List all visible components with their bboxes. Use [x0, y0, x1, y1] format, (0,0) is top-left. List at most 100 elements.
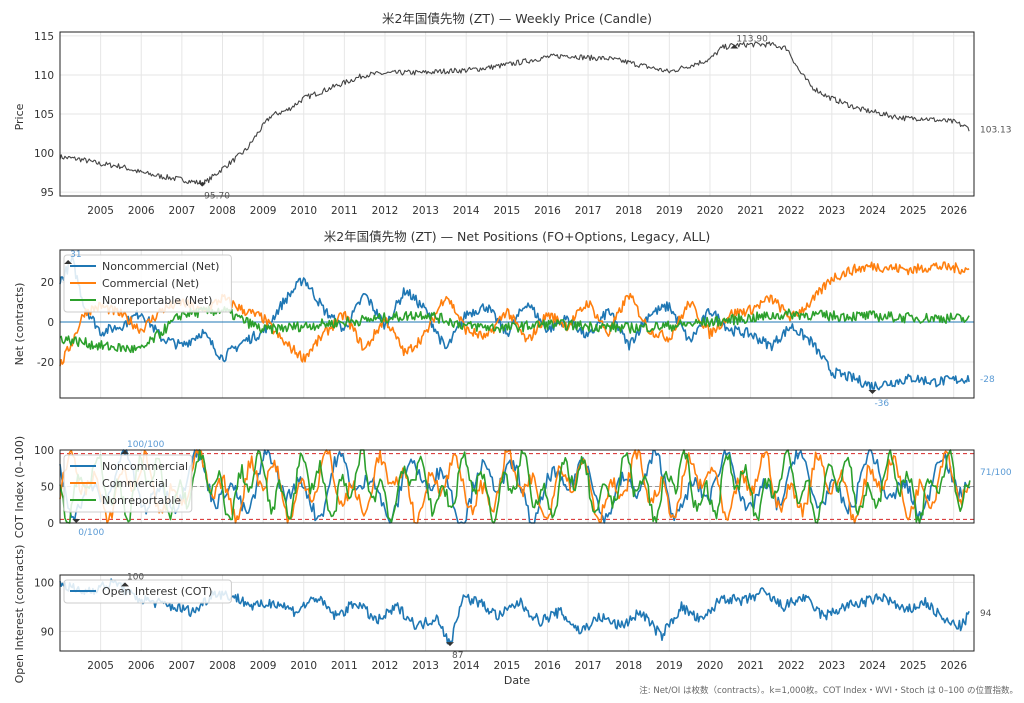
- legend-label: Noncommercial: [102, 460, 188, 473]
- series-line: [59, 305, 970, 354]
- extreme-marker: [72, 519, 81, 523]
- x-tick-label: 2008: [209, 205, 236, 217]
- extreme-value-label: -36: [874, 399, 889, 409]
- legend-box: [63, 454, 193, 513]
- net-ylabel: Net (contracts): [13, 283, 26, 366]
- extreme-marker: [730, 44, 739, 49]
- plot-layer: 95 100 105 110 115 2005 2006 2007 2008 2009 2010 20…: [34, 31, 1012, 672]
- axes-frame: [59, 249, 975, 399]
- legend-label: Commercial (Net): [102, 277, 199, 290]
- extreme-value-label: 0/100: [78, 528, 104, 538]
- legend-label: Nonreportable (Net): [102, 294, 212, 307]
- series-line: [59, 449, 971, 524]
- axes-frame: [59, 449, 975, 524]
- series-line: [59, 449, 971, 524]
- x-tick-label: 2007: [168, 660, 195, 672]
- extreme-marker: [120, 450, 129, 454]
- x-tick-label: 2015: [493, 205, 520, 217]
- price-panel-title: 米2年国債先物 (ZT) — Weekly Price (Candle): [382, 11, 652, 26]
- extreme-marker: [868, 390, 877, 394]
- x-tick-label: 2016: [534, 205, 561, 217]
- oi-ylabel: Open Interest (contracts): [13, 545, 26, 684]
- x-tick-label: 2008: [209, 660, 236, 672]
- x-tick-label: 2020: [697, 205, 724, 217]
- x-tick-label: 2018: [615, 660, 642, 672]
- extreme-value-label: 87: [452, 651, 463, 661]
- x-tick-label: 2013: [412, 660, 439, 672]
- end-value-label: 71/100: [980, 468, 1012, 478]
- y-tick-label: 100: [34, 577, 54, 589]
- x-tick-label: 2021: [737, 205, 764, 217]
- legend-label: Open Interest (COT): [102, 585, 212, 598]
- x-tick-label: 2005: [87, 205, 114, 217]
- x-tick-label: 2012: [372, 660, 399, 672]
- y-tick-label: -20: [37, 357, 54, 369]
- y-tick-label: 0: [47, 317, 54, 329]
- y-tick-label: 115: [34, 31, 54, 43]
- x-tick-label: 2006: [128, 660, 155, 672]
- extreme-marker: [64, 260, 73, 264]
- y-tick-label: 20: [41, 277, 54, 289]
- end-value-label: -28: [980, 375, 995, 385]
- x-tick-label: 2026: [940, 660, 967, 672]
- x-tick-label: 2023: [818, 205, 845, 217]
- x-tick-label: 2022: [778, 660, 805, 672]
- legend-box: [63, 579, 232, 604]
- x-tick-label: 2021: [737, 660, 764, 672]
- price-ylabel: Price: [13, 103, 26, 130]
- y-tick-label: 110: [34, 70, 54, 82]
- x-tick-label: 2026: [940, 205, 967, 217]
- series-line: [59, 41, 970, 186]
- x-tick-label: 2023: [818, 660, 845, 672]
- extreme-value-label: 113.90: [736, 34, 768, 44]
- x-tick-label: 2014: [453, 660, 480, 672]
- cot-ylabel: COT Index (0–100): [13, 436, 26, 538]
- x-tick-label: 2017: [575, 205, 602, 217]
- legend-label: Noncommercial (Net): [102, 260, 219, 273]
- x-tick-label: 2009: [250, 660, 277, 672]
- x-tick-label: 2019: [656, 660, 683, 672]
- x-tick-label: 2015: [493, 660, 520, 672]
- axes-frame: [59, 574, 975, 652]
- x-tick-label: 2020: [697, 660, 724, 672]
- extreme-value-label: 100: [127, 572, 144, 582]
- end-value-label: 103.13: [980, 126, 1012, 136]
- x-tick-label: 2018: [615, 205, 642, 217]
- x-tick-label: 2009: [250, 205, 277, 217]
- x-tick-label: 2006: [128, 205, 155, 217]
- y-tick-label: 0: [47, 518, 54, 530]
- y-tick-label: 95: [41, 187, 54, 199]
- y-tick-label: 100: [34, 148, 54, 160]
- extreme-marker: [198, 182, 207, 187]
- y-tick-label: 100: [34, 445, 54, 457]
- extreme-value-label: 100/100: [127, 440, 165, 450]
- x-tick-label: 2024: [859, 205, 886, 217]
- x-tick-label: 2014: [453, 205, 480, 217]
- footnote: 注: Net/OI は枚数（contracts）。k=1,000枚。COT In…: [639, 685, 1018, 696]
- x-tick-label: 2012: [372, 205, 399, 217]
- extreme-value-label: 31: [70, 250, 81, 260]
- legend-label: Commercial: [102, 477, 168, 490]
- net-panel-title: 米2年国債先物 (ZT) — Net Positions (FO+Options…: [324, 229, 711, 244]
- legend-box: [63, 254, 232, 313]
- x-tick-label: 2022: [778, 205, 805, 217]
- x-tick-label: 2025: [900, 660, 927, 672]
- x-tick-label: 2007: [168, 205, 195, 217]
- x-tick-label: 2024: [859, 660, 886, 672]
- x-tick-label: 2019: [656, 205, 683, 217]
- axes-frame: [59, 31, 975, 197]
- extreme-marker: [120, 582, 129, 587]
- end-value-label: 94: [980, 609, 992, 619]
- x-tick-label: 2010: [290, 660, 317, 672]
- y-tick-label: 90: [41, 626, 54, 638]
- oi-xlabel: Date: [504, 674, 531, 687]
- x-tick-label: 2017: [575, 660, 602, 672]
- y-tick-label: 50: [41, 482, 54, 494]
- x-tick-label: 2010: [290, 205, 317, 217]
- x-tick-label: 2013: [412, 205, 439, 217]
- x-tick-label: 2011: [331, 205, 358, 217]
- extreme-value-label: 95.70: [204, 192, 230, 202]
- x-tick-label: 2011: [331, 660, 358, 672]
